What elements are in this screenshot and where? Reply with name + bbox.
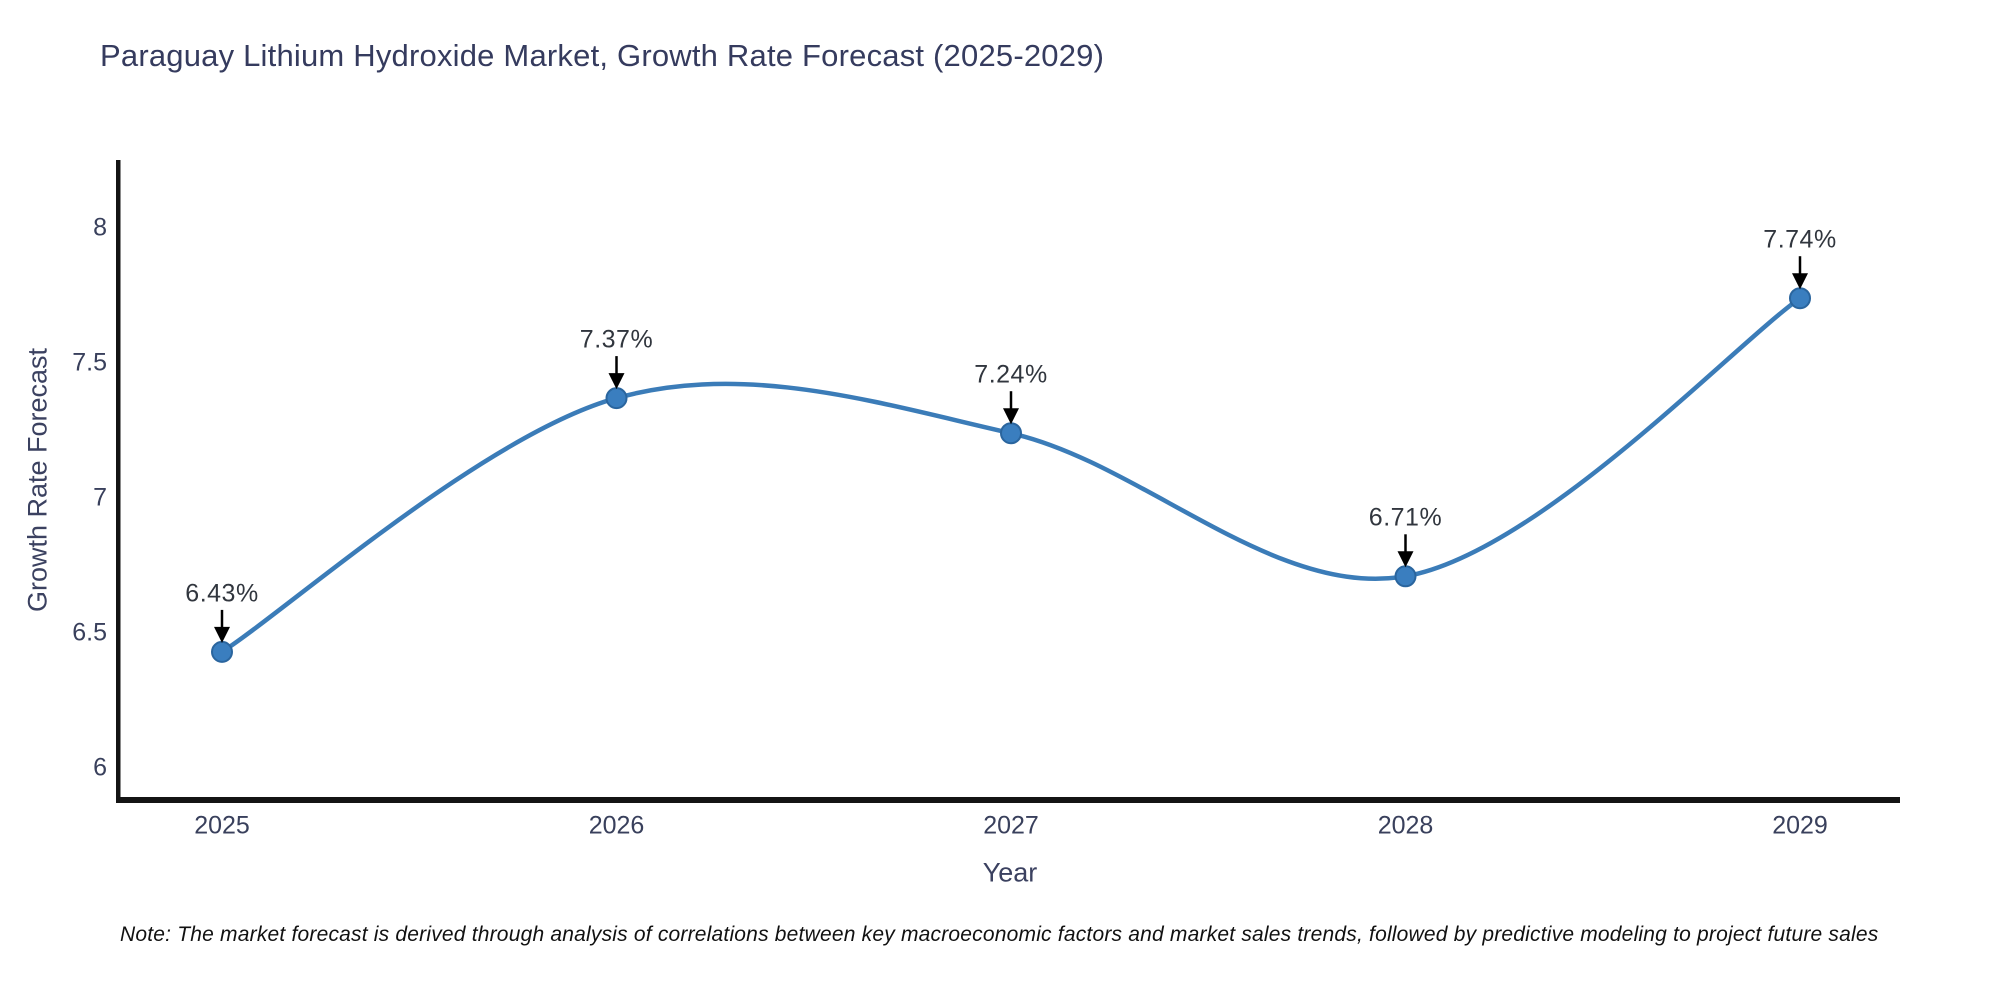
data-point-value-label: 7.24%: [974, 360, 1048, 389]
x-tick-label: 2029: [1772, 811, 1828, 840]
x-tick-label: 2027: [983, 811, 1039, 840]
y-tick-label: 6: [93, 753, 107, 782]
data-point-marker: [1000, 422, 1022, 445]
x-tick-label: 2026: [588, 811, 645, 840]
data-point-value-label: 7.37%: [579, 325, 654, 354]
y-tick-label: 6.5: [72, 618, 107, 647]
data-point-value-label: 6.71%: [1368, 503, 1443, 532]
y-tick-label: 7.5: [72, 348, 107, 377]
y-axis-spine: [116, 160, 121, 803]
data-point-marker: [1789, 287, 1811, 310]
x-axis-spine: [116, 797, 1900, 803]
data-point-value-label: 7.74%: [1763, 225, 1837, 254]
y-tick-label: 7: [93, 483, 107, 512]
chart-title: Paraguay Lithium Hydroxide Market, Growt…: [100, 38, 1105, 73]
annotation-arrow-head: [1397, 551, 1414, 568]
x-axis-title: Year: [982, 857, 1038, 888]
annotation-arrow-head: [608, 373, 625, 390]
y-tick-label: 8: [93, 213, 107, 242]
annotation-arrow-head: [1792, 273, 1808, 290]
data-point-value-label: 6.43%: [185, 579, 259, 608]
annotation-arrow-head: [1003, 408, 1019, 425]
data-point-marker: [605, 387, 628, 410]
data-point-marker: [211, 640, 233, 663]
x-tick-label: 2025: [194, 811, 250, 840]
x-tick-label: 2028: [1377, 811, 1434, 840]
annotation-arrow-head: [214, 626, 230, 643]
data-point-marker: [1394, 565, 1417, 588]
series-line: [219, 295, 1803, 655]
footnote: Note: The market forecast is derived thr…: [120, 923, 1879, 946]
